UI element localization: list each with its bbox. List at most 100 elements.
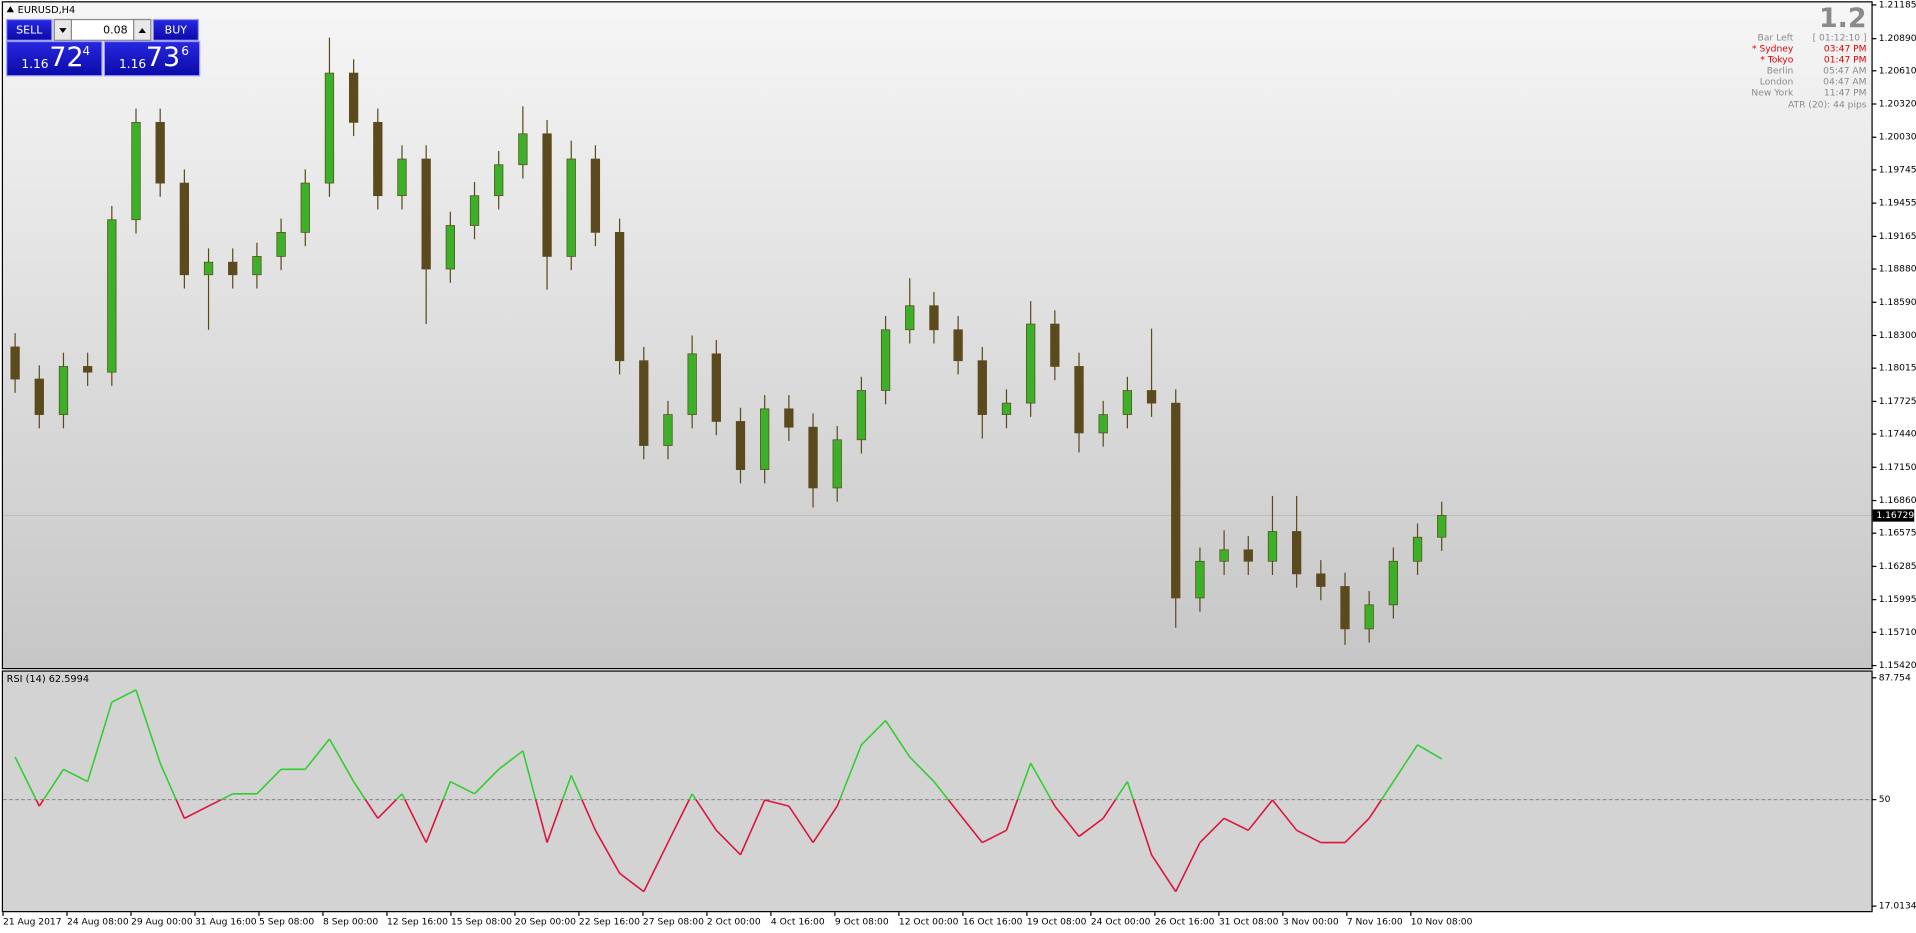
y-tick-label: 1.16860 xyxy=(1879,496,1916,506)
candle-body xyxy=(1026,323,1036,404)
rsi-segment xyxy=(1417,744,1443,760)
city: London xyxy=(1760,77,1794,87)
candle-body xyxy=(687,353,697,415)
buy-button[interactable] xyxy=(152,18,200,41)
rsi-segment xyxy=(352,781,367,801)
price-pane xyxy=(1,1,1873,670)
candle-body xyxy=(1098,414,1108,434)
candle-body xyxy=(1364,604,1374,630)
y-tick-label: 1.16575 xyxy=(1879,529,1916,539)
bid-point: 4 xyxy=(82,44,90,58)
y-tick-label: 1.17725 xyxy=(1879,397,1916,407)
candle-body xyxy=(905,305,915,331)
x-tick-label: 4 Oct 16:00 xyxy=(771,918,825,928)
sell-button[interactable] xyxy=(6,18,53,41)
rsi-segment xyxy=(581,799,597,831)
rsi-segment xyxy=(619,872,645,893)
rsi-segment xyxy=(981,829,1007,844)
candle-body xyxy=(107,219,117,373)
x-tick-label: 7 Nov 16:00 xyxy=(1347,918,1403,928)
y-tick-label: 1.17440 xyxy=(1879,430,1916,440)
candle-body xyxy=(711,353,721,422)
candle-body xyxy=(348,72,359,123)
rsi-segment xyxy=(14,756,37,800)
candle-body xyxy=(1437,515,1447,538)
rsi-segment xyxy=(788,805,814,844)
x-tick-label: 3 Nov 00:00 xyxy=(1283,918,1339,928)
rsi-segment xyxy=(184,805,209,820)
candle-body xyxy=(566,158,576,257)
current-price-label: 1.16729 xyxy=(1876,511,1914,521)
candle-body xyxy=(1412,536,1423,562)
rsi-segment xyxy=(570,775,583,800)
x-tick-label: 29 Aug 00:00 xyxy=(131,918,193,928)
time: 01:47 PM xyxy=(1824,55,1867,65)
rsi-segment xyxy=(739,799,766,856)
candle-body xyxy=(179,182,190,276)
candle-body xyxy=(1267,531,1278,562)
candle-body xyxy=(977,360,987,415)
rsi-segment xyxy=(1050,799,1056,807)
rsi-segment xyxy=(256,768,282,795)
rsi-segment xyxy=(839,744,863,800)
bid-pips: 72 xyxy=(49,42,83,73)
rsi-segment xyxy=(1126,781,1135,800)
time: 05:47 AM xyxy=(1823,66,1866,76)
rsi-segment xyxy=(667,799,690,843)
candle-body xyxy=(10,346,20,380)
rsi-segment xyxy=(947,799,959,813)
x-tick-label: 31 Aug 16:00 xyxy=(195,918,257,928)
candle-body xyxy=(808,426,818,489)
rsi-segment xyxy=(442,781,452,800)
rsi-segment xyxy=(159,762,177,800)
y-tick-label: 1.16285 xyxy=(1879,562,1916,572)
x-tick-label: 12 Sep 16:00 xyxy=(387,918,448,928)
x-tick-label: 20 Sep 00:00 xyxy=(515,918,576,928)
lot-down-arrow xyxy=(59,28,67,33)
y-tick-label: 1.18880 xyxy=(1879,265,1916,275)
rsi-segment xyxy=(208,798,222,807)
y-tick-label: 1.19455 xyxy=(1879,199,1916,209)
candle-body xyxy=(856,390,867,441)
rsi-segment xyxy=(1380,781,1395,801)
x-tick-label: 24 Aug 08:00 xyxy=(67,918,129,928)
y-tick-label: 1.20890 xyxy=(1879,34,1916,44)
rsi-segment xyxy=(1175,842,1201,893)
rsi-segment xyxy=(425,799,444,843)
rsi-segment xyxy=(1114,781,1129,801)
x-tick-label: 19 Oct 08:00 xyxy=(1027,918,1087,928)
lot-value: 0.08 xyxy=(103,24,127,37)
rsi-segment xyxy=(933,781,949,801)
candle-body xyxy=(1388,560,1398,606)
rsi-segment xyxy=(1054,805,1080,837)
bid-box[interactable] xyxy=(6,40,103,77)
rsi-segment xyxy=(546,799,564,843)
rsi-segment xyxy=(404,799,427,843)
rsi-segment xyxy=(1016,762,1032,800)
x-tick-label: 27 Sep 08:00 xyxy=(643,918,704,928)
rsi-segment xyxy=(1078,817,1104,838)
rsi-segment xyxy=(175,799,186,819)
rsi-segment xyxy=(715,829,742,856)
y-tick-label: 1.18300 xyxy=(1879,331,1916,341)
rsi-segment xyxy=(812,805,838,844)
rsi-segment xyxy=(764,799,790,807)
trade-panel: SELL 0.08 BUY 1.16 72 4 1.16 73 6 xyxy=(6,18,201,77)
rsi-pane xyxy=(1,670,1873,913)
rsi-segment xyxy=(63,768,89,783)
candle-body xyxy=(1122,390,1133,415)
city: * Tokyo xyxy=(1760,55,1793,65)
candle-body xyxy=(953,329,963,362)
x-tick-label: 22 Sep 16:00 xyxy=(579,918,640,928)
menu-arrow[interactable] xyxy=(6,6,15,13)
ask-box[interactable] xyxy=(103,40,201,77)
rsi-segment xyxy=(643,842,669,893)
candle-body xyxy=(58,366,69,415)
candle-body xyxy=(397,158,407,197)
current-price-box xyxy=(1872,509,1915,522)
rsi-segment xyxy=(860,719,887,746)
candle-body xyxy=(663,414,673,446)
rsi-segment xyxy=(1029,762,1052,801)
x-tick-label: 21 Aug 2017 xyxy=(3,918,62,928)
bid-big: 1.16 xyxy=(21,57,48,71)
